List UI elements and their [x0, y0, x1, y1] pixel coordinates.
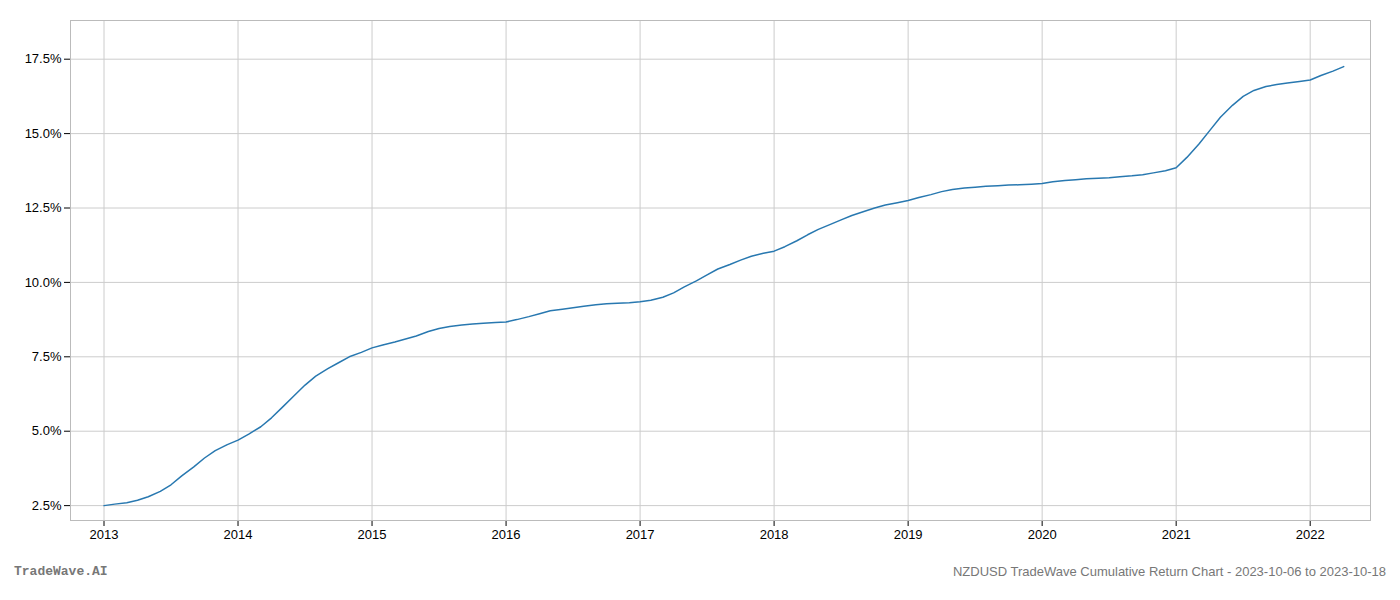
- html-text:NZDUSD TradeWave Cumulative Re: NZDUSD TradeWave Cumulative Return Chart…: [952, 564, 1386, 579]
- svg-text:2016: 2016: [492, 527, 521, 542]
- svg-text:2014: 2014: [224, 527, 253, 542]
- svg-text:17.5%: 17.5%: [25, 51, 62, 66]
- svg-text:2013: 2013: [90, 527, 119, 542]
- svg-text:2021: 2021: [1162, 527, 1191, 542]
- svg-text:2022: 2022: [1296, 527, 1325, 542]
- svg-text:15.0%: 15.0%: [25, 126, 62, 141]
- svg-text:7.5%: 7.5%: [32, 349, 62, 364]
- svg-text:5.0%: 5.0%: [32, 423, 62, 438]
- svg-text:2019: 2019: [894, 527, 923, 542]
- svg-text:2017: 2017: [626, 527, 655, 542]
- svg-text:2018: 2018: [760, 527, 789, 542]
- svg-text:2.5%: 2.5%: [32, 498, 62, 513]
- svg-text:12.5%: 12.5%: [25, 200, 62, 215]
- svg-text:2015: 2015: [358, 527, 387, 542]
- html-text:TradeWave.AI: TradeWave.AI: [14, 564, 108, 579]
- svg-text:10.0%: 10.0%: [25, 275, 62, 290]
- svg-text:2020: 2020: [1028, 527, 1057, 542]
